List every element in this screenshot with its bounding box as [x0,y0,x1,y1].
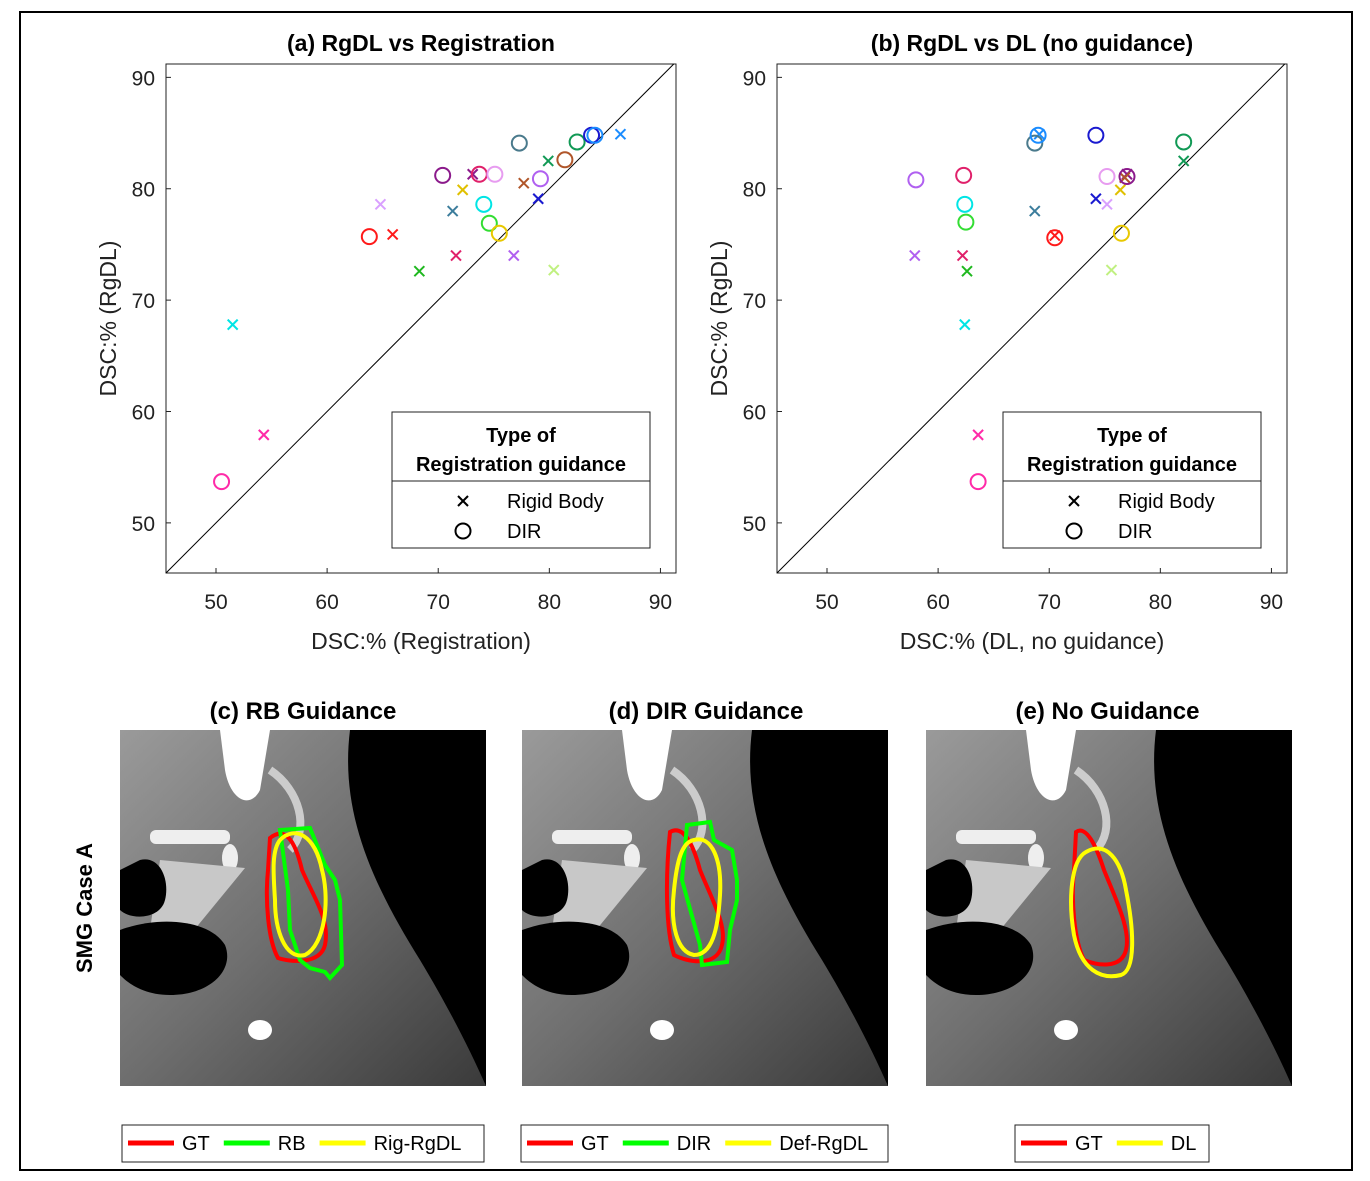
x-tick-label: 50 [204,591,227,614]
panel-title: (d) DIR Guidance [609,698,804,725]
chart-title: (a) RgDL vs Registration [287,30,555,56]
legend-label: Rigid Body [507,491,604,513]
panel-title: (e) No Guidance [1015,698,1199,725]
legend-label: Def-RgDL [779,1133,868,1155]
x-tick-label: 70 [1038,591,1061,614]
legend-label: GT [182,1133,210,1155]
ct-image [522,730,888,1086]
legend-title: Type of [1097,425,1167,447]
legend-label: GT [581,1133,609,1155]
legend-label: DIR [677,1133,711,1155]
y-tick-label: 90 [743,67,766,90]
x-tick-label: 80 [538,591,561,614]
ct-image [926,730,1292,1086]
y-tick-label: 80 [743,179,766,202]
legend-label: Rigid Body [1118,491,1215,513]
y-tick-label: 90 [132,67,155,90]
y-tick-label: 50 [743,513,766,536]
y-tick-label: 70 [743,290,766,313]
legend-label: Rig-RgDL [374,1133,462,1155]
y-tick-label: 80 [132,179,155,202]
figure: SMG Case A (a) RgDL vs Registration DSC:%… [0,0,1370,1176]
y-tick-label: 70 [132,290,155,313]
x-tick-label: 50 [815,591,838,614]
ct-image [120,730,486,1086]
x-tick-label: 90 [649,591,672,614]
y-tick-label: 60 [132,402,155,425]
x-tick-label: 60 [315,591,338,614]
legend-label: DIR [1118,521,1152,543]
row-label: SMG Case A [72,843,97,973]
y-tick-label: 60 [743,402,766,425]
x-tick-label: 60 [926,591,949,614]
page: {"chart_data":[ {"type":"scatter","title… [0,0,1370,1181]
y-axis-label: DSC:% (RgDL) [95,241,121,397]
x-tick-label: 90 [1260,591,1283,614]
y-axis-label: DSC:% (RgDL) [706,241,732,397]
legend-title: Type of [486,425,556,447]
y-tick-label: 50 [132,513,155,536]
x-tick-label: 70 [427,591,450,614]
legend-title: Registration guidance [416,454,626,476]
panel-title: (c) RB Guidance [210,698,397,725]
x-tick-label: 80 [1149,591,1172,614]
legend-label: GT [1075,1133,1103,1155]
legend-label: DIR [507,521,541,543]
x-axis-label: DSC:% (Registration) [311,628,531,654]
legend-label: RB [278,1133,306,1155]
legend-title: Registration guidance [1027,454,1237,476]
legend-label: DL [1171,1133,1197,1155]
chart-title: (b) RgDL vs DL (no guidance) [871,30,1193,56]
x-axis-label: DSC:% (DL, no guidance) [900,628,1165,654]
